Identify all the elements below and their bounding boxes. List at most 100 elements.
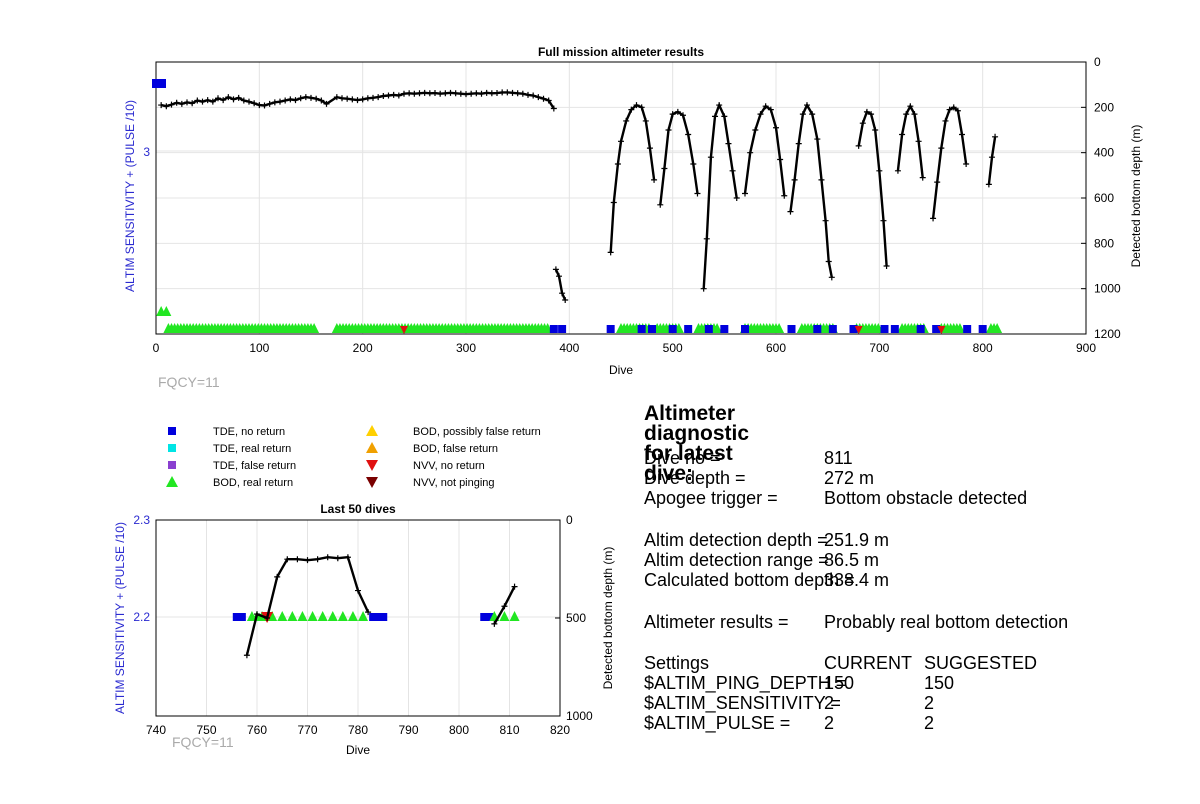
main-depth-point <box>323 100 330 107</box>
small-chart-grid <box>155 519 561 716</box>
main-depth-point <box>318 97 325 104</box>
main-depth-point <box>610 199 617 206</box>
main-depth-series-line <box>702 101 738 289</box>
main-depth-point <box>261 102 268 109</box>
main-x-tick-label: 300 <box>456 341 476 355</box>
small-chart-y-ticks: 0 500 1000 2.3 2.2 <box>133 513 593 723</box>
main-depth-point <box>747 149 754 156</box>
main-depth-point <box>256 102 263 109</box>
main-depth-point <box>828 274 835 281</box>
small-depth-point <box>264 615 271 621</box>
main-depth-point <box>814 136 821 143</box>
main-depth-point <box>863 108 870 115</box>
detection-depth-label: Altim detection depth = <box>644 530 828 550</box>
legend-marker <box>168 461 176 469</box>
legend-marker <box>168 427 176 435</box>
main-depth-point <box>173 99 180 106</box>
small-depth-point <box>334 555 341 562</box>
main-depth-point <box>421 89 428 96</box>
small-x-tick-label: 750 <box>196 723 216 737</box>
main-tde-marker <box>849 325 858 333</box>
main-depth-point <box>646 145 653 152</box>
main-depth-point <box>514 90 521 97</box>
main-depth-point <box>799 111 806 118</box>
main-depth-point <box>271 99 278 106</box>
diagnostic-title: Altimeter diagnostic for latest dive: <box>644 402 750 485</box>
legend-marker <box>366 477 378 488</box>
legend-label: NVV, not pinging <box>413 477 495 489</box>
main-depth-point <box>946 106 953 113</box>
main-depth-point <box>282 97 289 104</box>
main-depth-point <box>985 181 992 188</box>
small-y-tick-label: 2.3 <box>133 513 150 527</box>
main-depth-point <box>757 111 764 118</box>
main-depth-point <box>822 217 829 224</box>
main-depth-point <box>468 90 475 97</box>
sensitivity-current: 2 <box>824 693 835 713</box>
pulse-suggested: 2 <box>924 713 935 733</box>
main-depth-point <box>390 91 397 98</box>
main-depth-point <box>954 107 961 114</box>
legend-marker <box>366 425 378 436</box>
main-x-tick-label: 700 <box>869 341 889 355</box>
main-depth-point <box>883 263 890 269</box>
main-depth-point <box>354 97 361 104</box>
main-tde-marker <box>549 325 558 333</box>
small-x-tick-label: 770 <box>297 723 317 737</box>
small-x-tick-label: 780 <box>348 723 368 737</box>
small-depth-point <box>324 554 331 561</box>
main-depth-point <box>416 90 423 97</box>
sensitivity-suggested: 2 <box>924 693 935 713</box>
main-depth-series-line <box>609 103 656 253</box>
legend-marker <box>366 442 378 453</box>
small-x-tick-label: 790 <box>398 723 418 737</box>
legend-label: NVV, no return <box>413 460 485 472</box>
small-tde-marker <box>480 613 489 621</box>
main-depth-point <box>494 90 500 97</box>
main-depth-point <box>302 94 309 101</box>
apogee-label: Apogee trigger = <box>644 488 778 508</box>
main-tde-marker <box>813 325 822 333</box>
main-depth-point <box>938 145 945 152</box>
main-depth-point <box>432 90 438 97</box>
main-chart-left-tick: 3 <box>143 145 150 159</box>
main-depth-point <box>773 124 779 131</box>
main-tde-marker <box>880 325 889 333</box>
small-depth-point <box>254 611 260 618</box>
legend-marker <box>166 476 178 487</box>
small-bod-marker <box>509 611 520 621</box>
main-tde-marker <box>916 325 925 333</box>
sensitivity-label: $ALTIM_SENSITIVITY = <box>644 693 841 713</box>
main-depth-point <box>215 95 221 102</box>
calculated-depth-label: Calculated bottom depth = <box>644 570 855 590</box>
main-depth-point <box>872 127 879 133</box>
main-depth-point <box>818 176 825 183</box>
small-bod-marker <box>297 611 308 621</box>
main-depth-point <box>158 102 165 109</box>
small-depth-point <box>314 556 321 563</box>
main-depth-point <box>694 190 701 197</box>
ping-depth-label: $ALTIM_PING_DEPTH = <box>644 673 847 693</box>
main-nvv-marker <box>937 326 946 334</box>
main-depth-point <box>915 138 922 145</box>
main-depth-point <box>674 108 681 115</box>
small-tde-marker <box>379 613 388 621</box>
main-depth-series-line <box>857 110 888 267</box>
main-depth-point <box>483 89 490 96</box>
main-depth-point <box>633 102 640 109</box>
main-tde-marker <box>606 325 615 333</box>
apogee-value: Bottom obstacle detected <box>824 488 1028 508</box>
main-depth-point <box>777 156 784 163</box>
main-depth-point <box>395 92 402 99</box>
main-y2-tick-label: 1000 <box>1094 282 1121 296</box>
small-depth-point <box>491 620 498 627</box>
main-depth-point <box>266 100 273 107</box>
main-bod-marker <box>712 323 723 333</box>
main-depth-point <box>787 208 794 215</box>
main-bod-marker <box>774 323 785 333</box>
main-depth-point <box>519 90 526 97</box>
main-tde-marker <box>637 325 646 333</box>
main-depth-point <box>685 131 692 138</box>
small-x-tick-label: 800 <box>449 723 469 737</box>
main-depth-point <box>349 96 356 103</box>
